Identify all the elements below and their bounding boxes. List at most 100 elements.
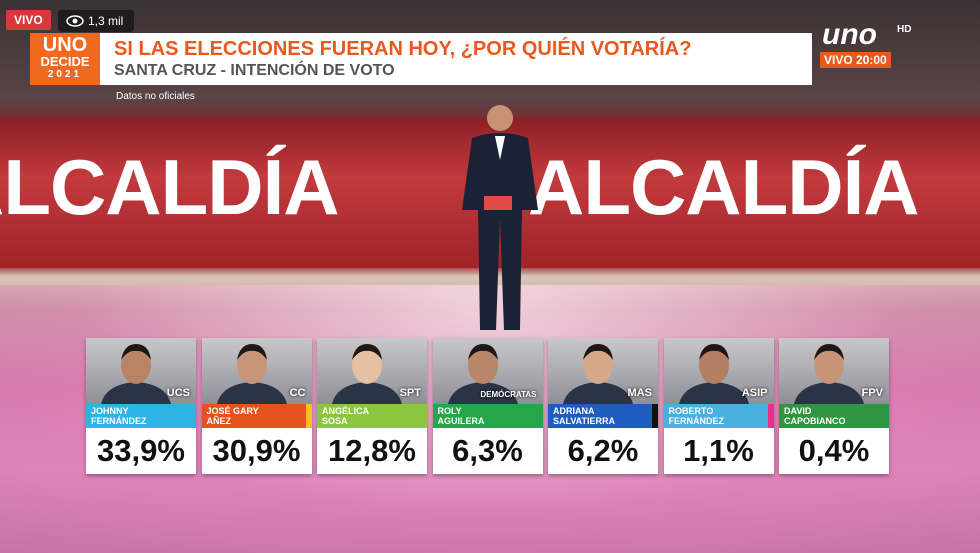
- candidate-card: ASIP ROBERTO FERNÁNDEZ 1,1%: [663, 338, 774, 474]
- candidate-name: FERNÁNDEZ: [91, 416, 147, 426]
- party-accent: [190, 404, 196, 428]
- hair: [583, 344, 613, 360]
- hair: [352, 344, 382, 360]
- candidate-photo: [317, 338, 427, 404]
- shoulders: [678, 382, 749, 404]
- party-label: UCS: [166, 387, 190, 399]
- name-stripe: ROLY AGUILERA: [432, 404, 543, 428]
- hair: [698, 344, 729, 360]
- views-text: 1,3 mil: [88, 14, 124, 28]
- portrait: [563, 344, 633, 404]
- shoulders: [101, 382, 171, 404]
- party-accent: [421, 404, 427, 428]
- candidate-photo: [201, 338, 312, 404]
- candidate-card: CC JOSÉ GARY AÑEZ 30,9%: [201, 338, 312, 474]
- party-accent: [767, 404, 774, 428]
- candidate-name: ROBERTO: [668, 406, 714, 416]
- portrait: [332, 344, 402, 404]
- logo-line: UNO: [42, 34, 88, 56]
- shoulders: [447, 382, 518, 404]
- hair: [467, 344, 498, 360]
- candidate-name: SOSA: [322, 416, 348, 426]
- candidate-name: CAPOBIANCO: [784, 416, 846, 426]
- portrait: [216, 344, 287, 404]
- shoulders: [794, 382, 864, 404]
- candidate-name: AGUILERA: [437, 416, 485, 426]
- shoulders: [332, 382, 402, 404]
- head: [236, 346, 267, 384]
- party-accent: [652, 404, 658, 428]
- vote-percent: 1,1%: [683, 433, 754, 468]
- candidate-photo: [548, 338, 658, 404]
- party-accent: [883, 404, 889, 428]
- schedule-badge: VIVO 20:00: [820, 52, 891, 68]
- header-bar: SI LAS ELECCIONES FUERAN HOY, ¿POR QUIÉN…: [100, 33, 812, 85]
- candidate-card: FPV DAVID CAPOBIANCO 0,4%: [779, 338, 889, 474]
- program-logo: UNO DECIDE 2021: [30, 33, 100, 85]
- name-stripe: JOHNNY FERNÁNDEZ: [86, 404, 196, 428]
- backdrop-text: ALCALDÍA: [528, 143, 920, 231]
- vote-percent: 33,9%: [97, 433, 185, 468]
- name-stripe: ROBERTO FERNÁNDEZ: [663, 404, 774, 428]
- candidate-name: JOHNNY: [91, 406, 129, 416]
- hd-badge: HD: [897, 24, 912, 35]
- eye-icon: [66, 15, 84, 27]
- party-accent: [536, 404, 543, 428]
- candidate-name: ADRIANA: [553, 406, 595, 416]
- vote-percent: 6,2%: [567, 433, 639, 468]
- party-label: CC: [289, 387, 306, 399]
- subtitle: SANTA CRUZ - INTENCIÓN DE VOTO: [114, 62, 395, 79]
- head: [583, 346, 613, 384]
- party-label: ASIP: [741, 387, 768, 399]
- head: [698, 346, 729, 384]
- candidate-card: DEMÓCRATAS ROLY AGUILERA 6,3%: [432, 338, 543, 474]
- hair: [814, 344, 844, 360]
- name-stripe: ADRIANA SALVATIERRA: [548, 404, 658, 428]
- party-accent: [305, 404, 312, 428]
- name-stripe: DAVID CAPOBIANCO: [779, 404, 889, 428]
- candidate-name: FERNÁNDEZ: [668, 416, 725, 426]
- portrait: [794, 344, 864, 404]
- presenter: [462, 105, 538, 330]
- portrait: [678, 344, 749, 404]
- party-label: SPT: [399, 387, 421, 399]
- shoulders: [216, 382, 287, 404]
- channel-logo: uno: [822, 18, 877, 51]
- disclaimer: Datos no oficiales: [116, 91, 195, 102]
- candidate-card: UCS JOHNNY FERNÁNDEZ 33,9%: [86, 338, 196, 474]
- candidate-card: MAS ADRIANA SALVATIERRA 6,2%: [548, 338, 658, 474]
- candidate-name: JOSÉ GARY: [206, 406, 259, 416]
- head: [121, 346, 151, 384]
- candidate-card: SPT ANGÉLICA SOSA 12,8%: [317, 338, 427, 474]
- party-label: DEMÓCRATAS: [480, 390, 537, 399]
- logo-line: 2021: [47, 69, 83, 80]
- name-stripe: JOSÉ GARY AÑEZ: [201, 404, 312, 428]
- hair: [236, 344, 267, 360]
- candidate-name: AÑEZ: [206, 416, 232, 426]
- candidate-photo: [432, 338, 543, 404]
- live-badge: VIVO: [6, 10, 51, 30]
- view-count: 1,3 mil: [58, 10, 134, 32]
- candidate-photo: [779, 338, 889, 404]
- logo-line: DECIDE: [40, 54, 90, 69]
- candidate-name: SALVATIERRA: [553, 416, 615, 426]
- vote-percent: 0,4%: [798, 433, 870, 468]
- name-stripe: ANGÉLICA SOSA: [317, 404, 427, 428]
- head: [352, 346, 382, 384]
- candidate-name: DAVID: [784, 406, 812, 416]
- head: [814, 346, 844, 384]
- candidate-photo: [663, 338, 774, 404]
- hair: [121, 344, 151, 360]
- title: SI LAS ELECCIONES FUERAN HOY, ¿POR QUIÉN…: [114, 38, 692, 60]
- candidate-name: ANGÉLICA: [322, 406, 369, 416]
- portrait: [101, 344, 171, 404]
- vote-percent: 12,8%: [328, 433, 416, 468]
- head: [467, 346, 498, 384]
- candidate-name: ROLY: [437, 406, 462, 416]
- backdrop-text: ALCALDÍA: [0, 143, 340, 231]
- party-label: FPV: [861, 387, 883, 399]
- candidate-photo: [86, 338, 196, 404]
- vote-percent: 30,9%: [212, 433, 301, 468]
- portrait: [447, 344, 518, 404]
